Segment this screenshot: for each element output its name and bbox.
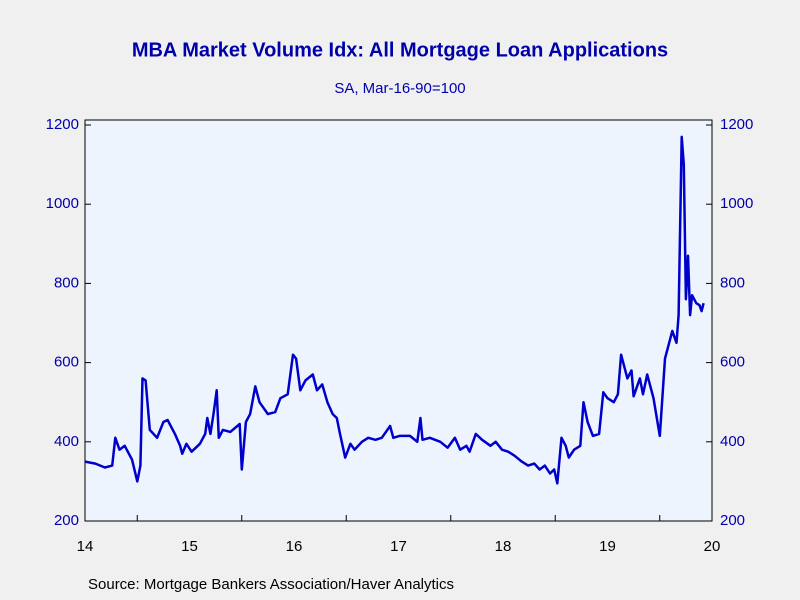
x-tick-label: 15	[181, 538, 198, 555]
series-line	[84, 135, 705, 485]
chart-subtitle: SA, Mar-16-90=100	[334, 80, 465, 97]
x-tick-label: 20	[704, 538, 721, 555]
chart-title: MBA Market Volume Idx: All Mortgage Loan…	[132, 39, 668, 61]
x-tick-label: 14	[77, 538, 94, 555]
y-tick-label: 1200	[46, 116, 79, 133]
y2-tick-label: 600	[720, 354, 745, 371]
x-tick-label: 19	[599, 538, 616, 555]
x-tick-label: 17	[390, 538, 407, 555]
y-tick-label: 200	[54, 512, 79, 529]
y-tick-label: 600	[54, 354, 79, 371]
plot-area	[84, 119, 713, 522]
source-note: Source: Mortgage Bankers Association/Hav…	[88, 576, 454, 593]
y2-tick-label: 800	[720, 274, 745, 291]
y-tick-label: 1000	[46, 195, 79, 212]
y2-tick-label: 200	[720, 512, 745, 529]
y-tick-label: 400	[54, 433, 79, 450]
y2-tick-label: 1000	[720, 195, 753, 212]
y2-tick-label: 400	[720, 433, 745, 450]
y2-tick-label: 1200	[720, 116, 753, 133]
x-tick-label: 16	[286, 538, 303, 555]
y-tick-label: 800	[54, 274, 79, 291]
x-tick-label: 18	[495, 538, 512, 555]
